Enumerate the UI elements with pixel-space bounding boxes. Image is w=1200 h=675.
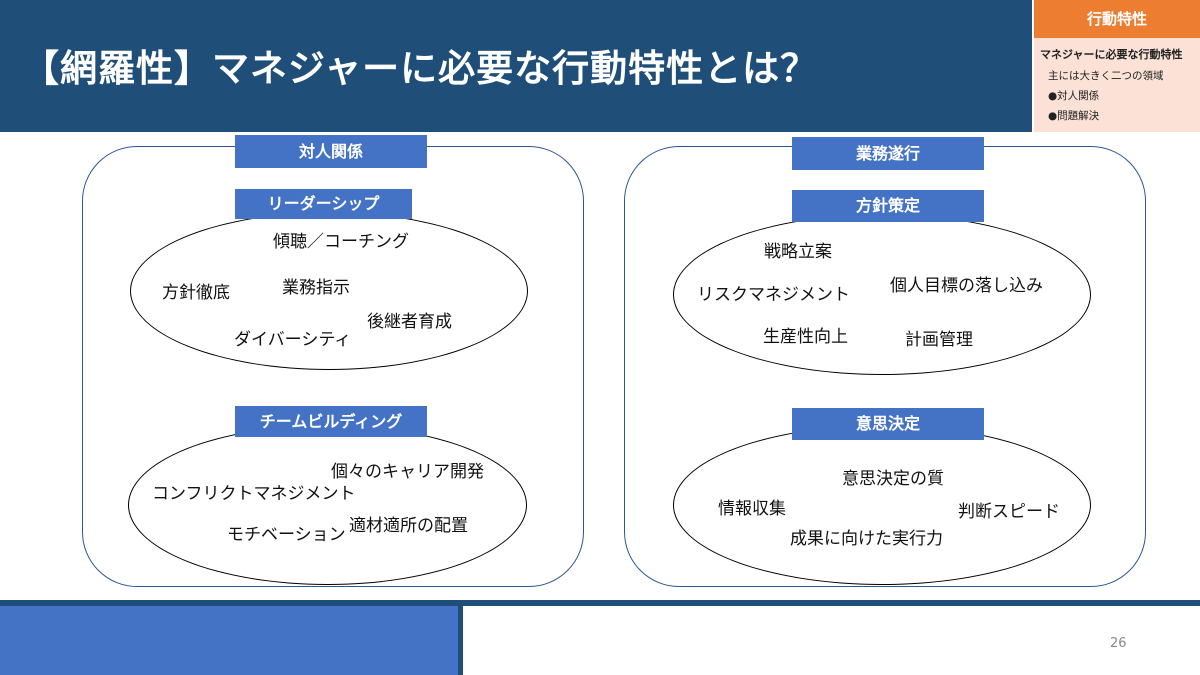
footer-block <box>0 606 458 675</box>
item: コンフリクトマネジメント <box>152 484 356 504</box>
item: 傾聴／コーチング <box>273 232 409 252</box>
side-panel: 行動特性 マネジャーに必要な行動特性 主には大きく二つの領域 ●対人関係 ●問題… <box>1034 0 1200 132</box>
item: 方針徹底 <box>162 283 230 303</box>
side-panel-item: ●問題解決 <box>1048 110 1100 122</box>
page-title: 【網羅性】マネジャーに必要な行動特性とは？ <box>22 47 819 90</box>
item: 適材適所の配置 <box>349 516 468 536</box>
item: 判断スピード <box>958 502 1060 522</box>
page-number: 26 <box>1110 636 1127 651</box>
item: モチベーション <box>227 525 346 545</box>
side-panel-item: ●対人関係 <box>1048 90 1100 102</box>
team-building-ellipse <box>128 425 527 585</box>
item: 情報収集 <box>718 499 786 519</box>
side-panel-heading: マネジャーに必要な行動特性 <box>1040 48 1183 61</box>
title-bar <box>0 0 1032 132</box>
item: 業務指示 <box>282 278 350 298</box>
item: 戦略立案 <box>764 242 832 262</box>
side-panel-header: 行動特性 <box>1034 0 1200 38</box>
footer-divider <box>458 606 463 675</box>
item: ダイバーシティ <box>234 330 352 350</box>
leadership-label: リーダーシップ <box>235 189 412 219</box>
item: 個人目標の落し込み <box>890 276 1043 296</box>
item: 個々のキャリア開発 <box>331 462 484 482</box>
team-building-label: チームビルディング <box>235 406 427 437</box>
business-execution-label: 業務遂行 <box>792 137 984 170</box>
policy-label: 方針策定 <box>792 190 984 222</box>
item: 計画管理 <box>905 330 973 350</box>
footer-line <box>0 600 1200 606</box>
item: 後継者育成 <box>367 312 452 332</box>
item: 成果に向けた実行力 <box>790 529 943 549</box>
item: リスクマネジメント <box>697 285 850 305</box>
item: 生産性向上 <box>763 327 848 347</box>
decision-label: 意思決定 <box>792 408 984 440</box>
interpersonal-label: 対人関係 <box>235 135 427 168</box>
side-panel-sub: 主には大きく二つの領域 <box>1048 70 1164 82</box>
item: 意思決定の質 <box>842 469 944 489</box>
